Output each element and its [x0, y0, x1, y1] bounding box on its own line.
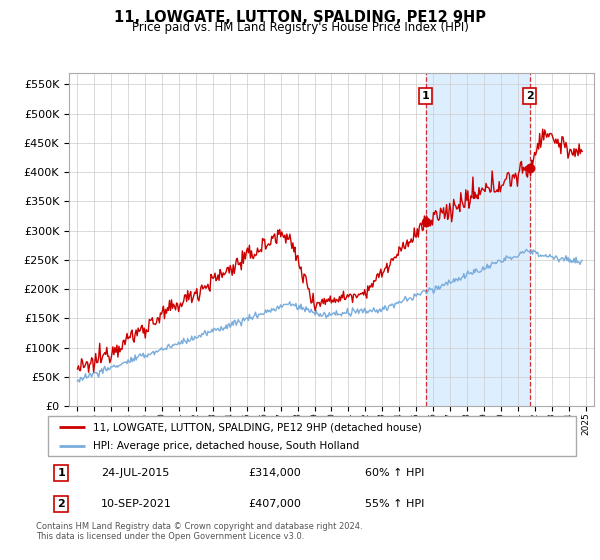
Text: 60% ↑ HPI: 60% ↑ HPI: [365, 468, 424, 478]
Text: £314,000: £314,000: [248, 468, 301, 478]
Text: HPI: Average price, detached house, South Holland: HPI: Average price, detached house, Sout…: [93, 441, 359, 451]
Text: 11, LOWGATE, LUTTON, SPALDING, PE12 9HP: 11, LOWGATE, LUTTON, SPALDING, PE12 9HP: [114, 10, 486, 25]
Text: Price paid vs. HM Land Registry's House Price Index (HPI): Price paid vs. HM Land Registry's House …: [131, 21, 469, 34]
Text: 24-JUL-2015: 24-JUL-2015: [101, 468, 169, 478]
Bar: [425, 73, 530, 406]
Text: 55% ↑ HPI: 55% ↑ HPI: [365, 499, 424, 509]
Text: Contains HM Land Registry data © Crown copyright and database right 2024.: Contains HM Land Registry data © Crown c…: [36, 522, 362, 531]
Text: This data is licensed under the Open Government Licence v3.0.: This data is licensed under the Open Gov…: [36, 532, 304, 541]
Text: 1: 1: [422, 91, 430, 101]
FancyBboxPatch shape: [48, 416, 576, 456]
Text: 10-SEP-2021: 10-SEP-2021: [101, 499, 172, 509]
Text: 1: 1: [58, 468, 65, 478]
Text: £407,000: £407,000: [248, 499, 302, 509]
Text: 2: 2: [58, 499, 65, 509]
Text: 11, LOWGATE, LUTTON, SPALDING, PE12 9HP (detached house): 11, LOWGATE, LUTTON, SPALDING, PE12 9HP …: [93, 422, 422, 432]
Text: 2: 2: [526, 91, 533, 101]
